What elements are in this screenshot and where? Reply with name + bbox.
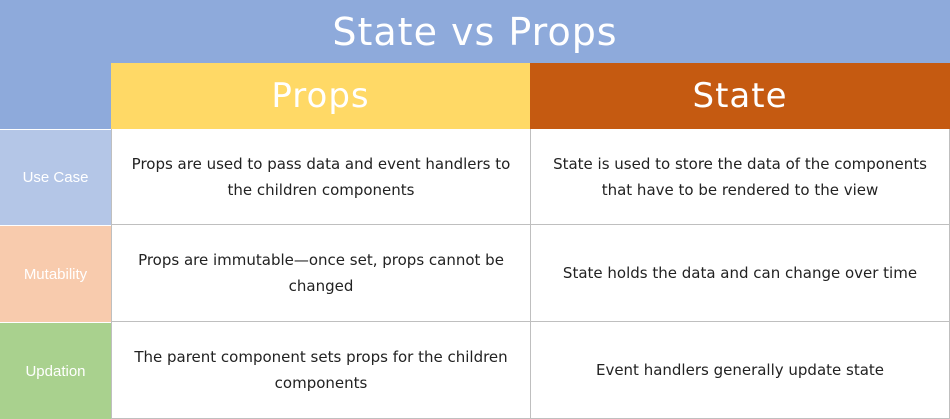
state-column-header: State (530, 63, 950, 129)
row-label-updation: Updation (0, 322, 111, 419)
row-label-use-case: Use Case (0, 129, 111, 225)
use-case-state-cell: State is used to store the data of the c… (530, 129, 950, 225)
table-title: State vs Props (0, 0, 950, 63)
updation-state-cell: Event handlers generally update state (530, 322, 950, 419)
use-case-props-cell: Props are used to pass data and event ha… (111, 129, 530, 225)
corner-cell (0, 63, 111, 129)
updation-props-cell: The parent component sets props for the … (111, 322, 530, 419)
props-column-header: Props (111, 63, 530, 129)
mutability-state-cell: State holds the data and can change over… (530, 225, 950, 322)
mutability-props-cell: Props are immutable—once set, props cann… (111, 225, 530, 322)
row-label-mutability: Mutability (0, 225, 111, 322)
